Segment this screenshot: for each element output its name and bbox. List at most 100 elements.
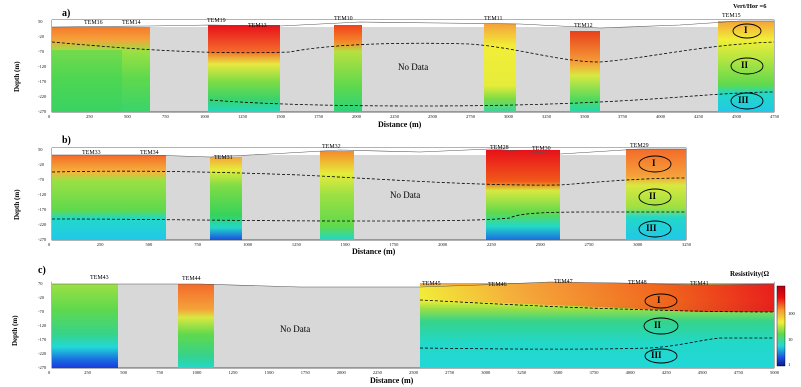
station-label: TEM10 <box>334 16 353 22</box>
unit-ellipse-c-1 <box>644 293 678 309</box>
unit-ellipse-c-2 <box>643 317 679 335</box>
colorbar-tick: 100 <box>788 311 795 316</box>
y-tick-label: -120 <box>38 323 47 328</box>
station-label: TEM15 <box>722 13 741 19</box>
y-tick-label: -220 <box>38 94 47 99</box>
x-tick-label: 3000 <box>633 242 643 247</box>
y-axis-label: Depth (m) <box>13 189 21 220</box>
station-label: TEM14 <box>122 20 141 26</box>
unit-label: II <box>649 191 657 201</box>
section-tem29 <box>626 149 686 240</box>
x-tick-label: 1000 <box>192 370 202 375</box>
x-tick-label: 3500 <box>580 114 589 119</box>
panel-a <box>51 19 775 113</box>
section-tem28-tem30 <box>486 150 560 240</box>
x-tick-label: 750 <box>194 242 202 247</box>
x-tick-label: 5000 <box>770 370 779 375</box>
colorbar-tick: 1 <box>788 362 791 367</box>
x-tick-label: 4000 <box>656 114 665 119</box>
panel-a-topo-mask <box>52 20 774 28</box>
x-tick-label: 0 <box>48 114 51 119</box>
unit-ellipse-b-1 <box>638 155 672 173</box>
panel-a-boundary-1 <box>51 41 775 63</box>
x-axis-label: Distance (m) <box>352 247 396 256</box>
panel-b-boundary-1 <box>51 170 687 186</box>
unit-ellipse-a-3 <box>730 92 764 110</box>
x-tick-label: 3750 <box>618 114 627 119</box>
panel-b-label: b) <box>62 135 71 146</box>
station-label: TEM34 <box>140 150 159 156</box>
x-tick-label: 3000 <box>481 370 491 375</box>
unit-label: II <box>654 320 662 330</box>
x-tick-label: 2750 <box>584 242 594 247</box>
x-tick-label: 1250 <box>238 114 247 119</box>
y-tick-label: -120 <box>38 64 47 69</box>
x-tick-label: 1750 <box>300 370 310 375</box>
station-label: TEM43 <box>90 275 109 281</box>
x-tick-label: 1500 <box>340 242 350 247</box>
unit-ellipse-b-3 <box>638 220 672 238</box>
x-tick-label: 1250 <box>291 242 301 247</box>
panel-c-topo-mask <box>52 280 774 287</box>
x-tick-label: 1000 <box>200 114 209 119</box>
y-tick-label: -70 <box>38 309 44 314</box>
y-tick-label: 50 <box>38 147 43 152</box>
panel-a-topography <box>51 20 774 29</box>
station-label: TEM41 <box>690 281 709 287</box>
y-tick-label: -70 <box>38 177 44 182</box>
station-label: TEM32 <box>322 144 341 150</box>
station-label: TEM19 <box>207 18 226 24</box>
panel-b-boundary-2 <box>51 211 686 222</box>
y-tick-label: -170 <box>38 207 47 212</box>
x-tick-label: 3500 <box>553 370 563 375</box>
y-tick-label: -20 <box>38 34 44 39</box>
x-tick-label: 2500 <box>535 242 545 247</box>
x-axis-label: Distance (m) <box>378 120 422 129</box>
x-tick-label: 4750 <box>770 114 779 119</box>
no-data-label: No Data <box>398 62 429 72</box>
x-tick-label: 1750 <box>389 242 399 247</box>
station-label: TEM13 <box>248 23 267 29</box>
station-label: TEM16 <box>84 20 103 26</box>
panel-c-topography <box>52 281 775 288</box>
panel-c-boundary-1 <box>419 299 775 313</box>
x-tick-label: 4750 <box>733 370 743 375</box>
y-tick-label: 70 <box>38 281 43 286</box>
x-tick-label: 1000 <box>243 242 253 247</box>
station-label: TEM31 <box>214 155 233 161</box>
x-tick-label: 2500 <box>409 370 418 375</box>
x-tick-label: 3250 <box>682 242 691 247</box>
panel-c <box>51 280 786 369</box>
x-tick-label: 4500 <box>697 370 707 375</box>
station-label: TEM46 <box>488 282 507 288</box>
y-tick-label: -220 <box>38 351 47 356</box>
x-tick-label: 1500 <box>264 370 274 375</box>
x-tick-label: 0 <box>48 242 51 247</box>
section-tem19-tem13 <box>208 25 280 112</box>
x-tick-label: 2000 <box>336 370 346 375</box>
y-tick-label: -270 <box>38 109 47 114</box>
section-tem11 <box>484 24 516 112</box>
no-data-label: No Data <box>280 324 311 334</box>
x-tick-label: 4250 <box>694 114 703 119</box>
panel-c-boundary-2 <box>419 337 774 350</box>
section-tem43 <box>52 284 118 368</box>
x-tick-label: 1750 <box>314 114 323 119</box>
x-tick-label: 4000 <box>625 370 635 375</box>
section-tem15 <box>718 21 774 112</box>
unit-ellipse-a-1 <box>732 23 762 39</box>
no-data-label: No Data <box>390 190 421 200</box>
unit-ellipse-c-3 <box>644 348 678 364</box>
x-tick-label: 3750 <box>589 370 599 375</box>
colorbar-tick: 10 <box>788 337 793 342</box>
x-tick-label: 500 <box>120 370 127 375</box>
station-label: TEM28 <box>490 145 509 151</box>
x-tick-label: 2250 <box>372 370 382 375</box>
station-label: TEM30 <box>532 146 551 152</box>
unit-ellipse-a-2 <box>730 57 764 75</box>
x-tick-label: 0 <box>48 370 51 375</box>
y-tick-label: -120 <box>38 192 47 197</box>
panel-a-label: a) <box>62 8 71 19</box>
unit-label: II <box>741 60 749 70</box>
